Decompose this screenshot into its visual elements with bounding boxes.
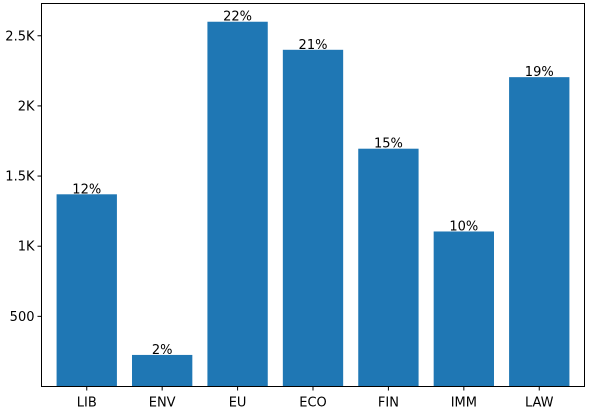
bars-group: [56, 21, 570, 387]
x-tick-label-law: LAW: [525, 396, 554, 410]
x-tick-label-eu: EU: [229, 396, 247, 410]
bar-env: [132, 354, 193, 387]
data-label-law: 19%: [525, 65, 554, 80]
x-tick-label-eco: ECO: [299, 396, 327, 410]
data-label-eu: 22%: [223, 10, 252, 25]
x-axis-ticks: LIB ENV EU ECO FIN IMM LAW: [77, 386, 554, 410]
data-label-fin: 15%: [374, 137, 403, 152]
x-tick-label-fin: FIN: [378, 396, 399, 410]
y-tick-label: 2K: [18, 99, 35, 114]
y-tick-label: 500: [10, 310, 35, 325]
y-tick-label: 2.5K: [5, 29, 35, 44]
bar-eu: [207, 21, 268, 387]
y-axis-ticks: 500 1K 1.5K 2K 2.5K: [5, 29, 42, 325]
y-tick-label: 1K: [18, 240, 35, 255]
bar-imm: [433, 231, 494, 387]
bar-law: [509, 77, 570, 387]
y-tick-label: 1.5K: [5, 170, 35, 185]
x-tick-label-env: ENV: [149, 396, 176, 410]
data-label-env: 2%: [152, 343, 173, 358]
data-label-eco: 21%: [299, 38, 328, 53]
plot-area-frame: [41, 3, 585, 387]
x-tick-label-lib: LIB: [77, 396, 97, 410]
data-labels-group: 12% 2% 22% 21% 15% 10% 19%: [72, 10, 553, 358]
data-label-imm: 10%: [449, 219, 478, 234]
data-label-lib: 12%: [72, 182, 101, 197]
bar-eco: [282, 49, 344, 387]
bar-fin: [358, 148, 419, 387]
bar-lib: [56, 194, 117, 387]
x-tick-label-imm: IMM: [451, 396, 477, 410]
